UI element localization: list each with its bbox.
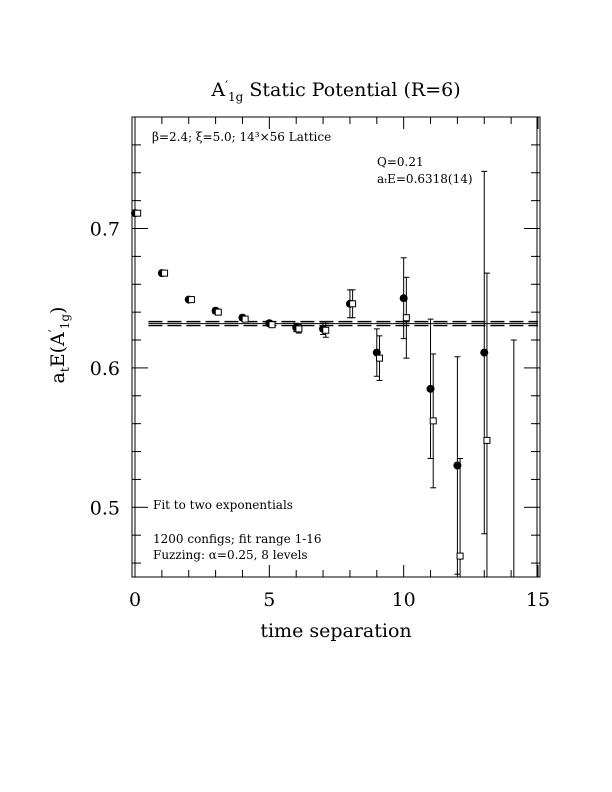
chart-title: A′1g Static Potential (R=6): [210, 79, 460, 104]
data-point-square: [429, 417, 437, 425]
data-point-square: [483, 436, 491, 444]
fit-label-annotation: Fit to two exponentials: [153, 498, 293, 512]
data-point-square: [375, 354, 383, 362]
data-point-square: [187, 296, 195, 304]
data-point-square: [322, 326, 330, 334]
plot-frame: [131, 116, 541, 578]
data-points: [131, 170, 517, 577]
data-point-circle: [480, 348, 489, 357]
axis-ticks: 0 5 10 15 0.5 0.6 0.7: [90, 116, 550, 611]
fit-band: [148, 320, 538, 327]
data-point-square: [214, 308, 222, 316]
data-point-square: [161, 269, 169, 277]
data-point-circle: [399, 294, 408, 303]
data-point-circle: [372, 348, 381, 357]
data-point-square: [456, 552, 464, 560]
x-tick-label: 0: [129, 589, 141, 611]
data-point-square: [349, 300, 357, 308]
data-point-square: [134, 209, 142, 217]
y-tick-label: 0.7: [90, 219, 120, 241]
fuzzing-annotation: Fuzzing: α=0.25, 8 levels: [153, 548, 308, 562]
data-point-circle: [426, 384, 435, 393]
data-point-square: [402, 314, 410, 322]
x-axis-label: time separation: [260, 620, 411, 642]
y-tick-label: 0.6: [90, 358, 120, 380]
y-axis-label: atE(A′1g): [47, 307, 72, 384]
x-tick-label: 15: [526, 589, 550, 611]
x-tick-label: 5: [263, 589, 275, 611]
configs-annotation: 1200 configs; fit range 1-16: [153, 532, 322, 546]
data-point-circle: [453, 461, 462, 470]
data-point-square: [268, 321, 276, 329]
energy-annotation: aₜE=0.6318(14): [377, 172, 473, 186]
data-point-square: [295, 325, 303, 333]
data-point-square: [241, 315, 249, 323]
lattice-annotation: β=2.4; ξ=5.0; 14³×56 Lattice: [152, 130, 331, 144]
x-tick-label: 10: [392, 589, 416, 611]
q-value-annotation: Q=0.21: [377, 155, 424, 169]
y-tick-label: 0.5: [90, 497, 120, 519]
